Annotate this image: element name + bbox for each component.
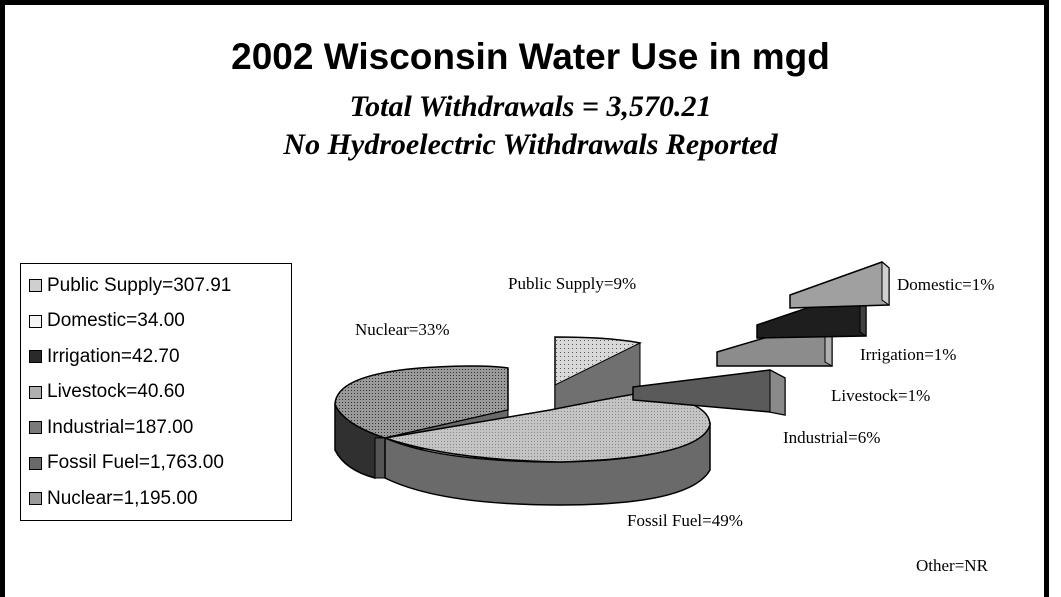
legend-label: Industrial=187.00 [47, 416, 194, 438]
pie-slice-industrial [632, 369, 786, 416]
label-industrial: Industrial=6% [783, 428, 880, 447]
pie-slice-public-supply [554, 336, 642, 411]
chart-subtitle-total: Total Withdrawals = 3,570.21 [349, 90, 712, 123]
label-nuclear: Nuclear=33% [355, 320, 450, 339]
legend-item-livestock: Livestock=40.60 [29, 375, 291, 411]
legend-item-irrigation: Irrigation=42.70 [29, 339, 291, 375]
label-domestic: Domestic=1% [897, 275, 994, 294]
legend-label: Livestock=40.60 [47, 381, 185, 403]
label-other: Other=NR [916, 556, 989, 575]
label-irrigation: Irrigation=1% [860, 345, 956, 364]
legend-label: Fossil Fuel=1,763.00 [47, 452, 224, 474]
pie-slice-fossil-fuel [384, 392, 711, 506]
legend-swatch [29, 456, 42, 470]
legend-swatch [29, 314, 42, 328]
label-livestock: Livestock=1% [831, 386, 930, 405]
legend-swatch [29, 279, 42, 293]
label-public-supply: Public Supply=9% [508, 274, 636, 293]
pie-slice-domestic [789, 260, 890, 309]
legend-swatch [29, 421, 42, 435]
label-fossil-fuel: Fossil Fuel=49% [627, 511, 743, 530]
legend-item-industrial: Industrial=187.00 [29, 410, 291, 446]
legend-label: Irrigation=42.70 [47, 345, 180, 367]
legend-swatch [29, 350, 42, 364]
legend-swatch [29, 385, 42, 399]
legend-item-domestic: Domestic=34.00 [29, 304, 291, 340]
legend-label: Domestic=34.00 [47, 310, 185, 332]
legend-swatch [29, 492, 42, 506]
legend-label: Nuclear=1,195.00 [47, 487, 198, 509]
chart-title: 2002 Wisconsin Water Use in mgd [231, 36, 830, 77]
legend-item-fossil-fuel: Fossil Fuel=1,763.00 [29, 446, 291, 482]
legend-item-nuclear: Nuclear=1,195.00 [29, 481, 291, 517]
legend: Public Supply=307.91 Domestic=34.00 Irri… [20, 263, 292, 521]
legend-item-public-supply: Public Supply=307.91 [29, 268, 291, 304]
chart-subtitle-note: No Hydroelectric Withdrawals Reported [283, 128, 778, 161]
legend-label: Public Supply=307.91 [47, 274, 232, 296]
